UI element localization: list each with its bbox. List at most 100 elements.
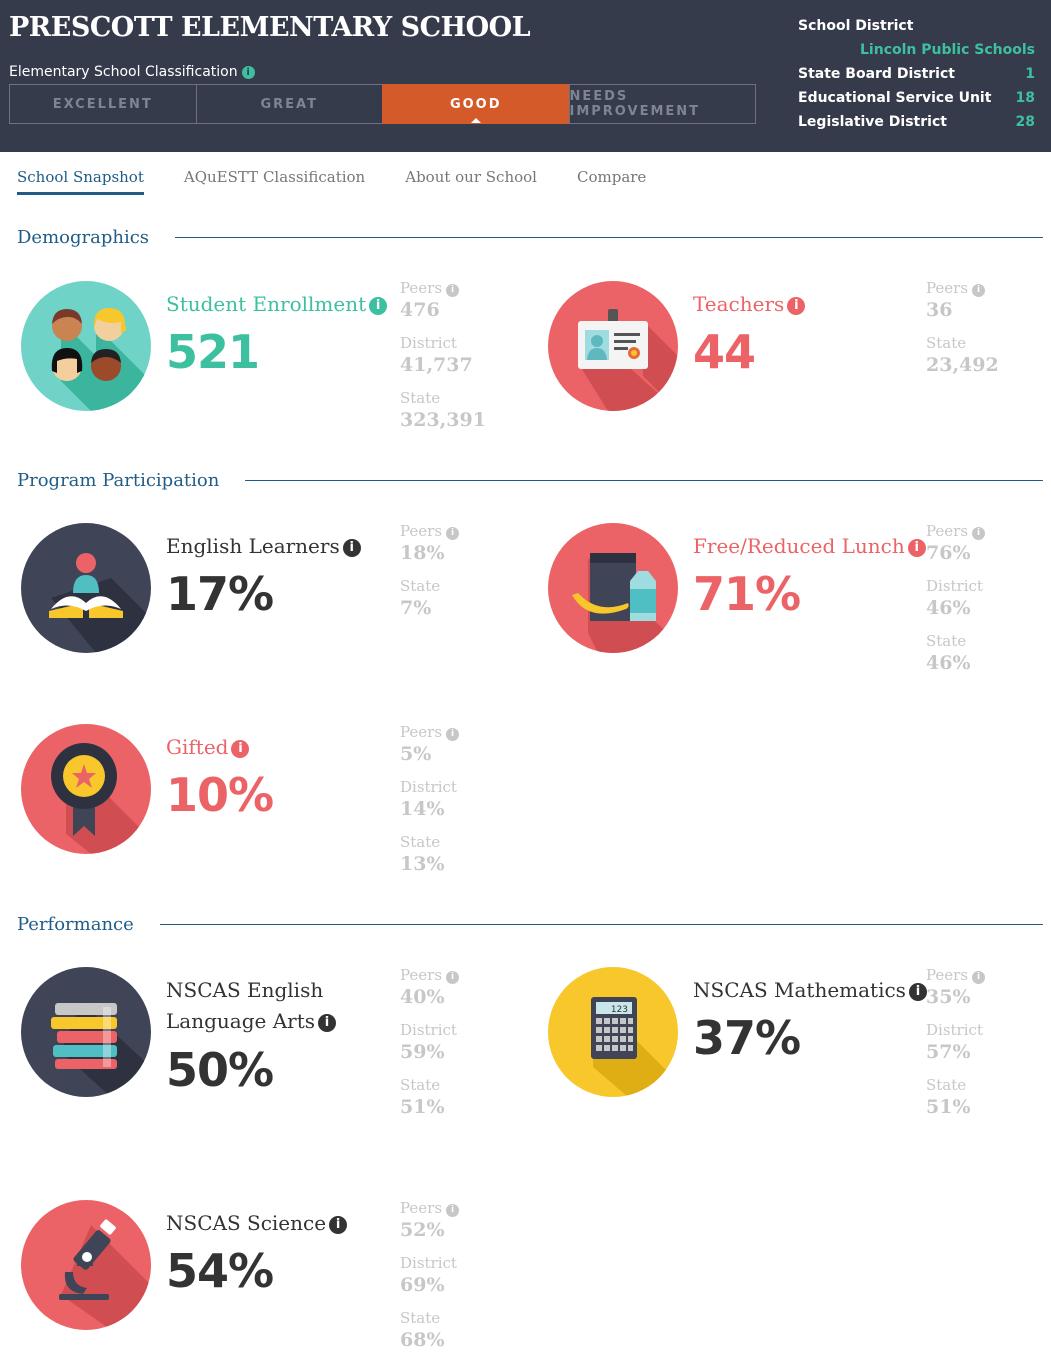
stat-value: 50% xyxy=(166,1043,274,1097)
stat-label: English Learners xyxy=(166,534,340,558)
stat-value: 521 xyxy=(166,325,260,379)
ela-comparisons: Peers i 40% District 59% State 51% xyxy=(400,965,460,1130)
tab-compare[interactable]: Compare xyxy=(576,168,647,186)
stat-value: 54% xyxy=(166,1244,274,1298)
info-icon[interactable]: i xyxy=(972,527,986,540)
legislative-value: 28 xyxy=(1015,114,1035,130)
school-district-link[interactable]: Lincoln Public Schools xyxy=(860,42,1035,58)
state-label: State xyxy=(400,833,441,851)
reading-book-icon xyxy=(21,523,151,653)
info-icon[interactable]: i xyxy=(908,983,927,1001)
state-label: State xyxy=(400,1076,441,1094)
info-icon[interactable]: i xyxy=(369,297,388,315)
district-value: 46% xyxy=(926,597,971,619)
state-label: State xyxy=(400,389,441,407)
info-icon[interactable]: i xyxy=(231,740,250,758)
science-comparisons: Peers i 52% District 69% State 68% xyxy=(400,1198,460,1363)
books-stack-icon xyxy=(21,967,151,1097)
state-value: 7% xyxy=(400,597,432,619)
stat-label: Free/Reduced Lunch xyxy=(693,534,905,558)
state-value: 68% xyxy=(400,1329,445,1351)
district-value: 59% xyxy=(400,1041,445,1063)
classification-bar: EXCELLENT GREAT GOOD NEEDS IMPROVEMENT xyxy=(9,84,756,124)
lunch-bag-icon xyxy=(548,523,678,653)
esu-label: Educational Service Unit xyxy=(798,90,992,106)
stat-value: 44 xyxy=(693,325,756,379)
stat-gifted: Gifted i 10% xyxy=(21,724,401,864)
district-label: District xyxy=(400,334,457,352)
lunch-comparisons: Peers i 76% District 46% State 46% xyxy=(926,521,986,686)
district-value: 41,737 xyxy=(400,354,473,376)
state-board-label: State Board District xyxy=(798,66,955,82)
district-label: District xyxy=(400,778,457,796)
info-icon[interactable]: i xyxy=(446,971,460,984)
english-learners-comparisons: Peers i 18% State 7% xyxy=(400,521,460,631)
info-icon[interactable]: i xyxy=(329,1216,348,1234)
peers-value: 35% xyxy=(926,986,971,1008)
district-value: 57% xyxy=(926,1041,971,1063)
stat-label-line1: NSCAS English xyxy=(166,978,324,1002)
classification-excellent: EXCELLENT xyxy=(9,84,197,124)
tab-aquestt-classification[interactable]: AQuESTT Classification xyxy=(183,168,366,186)
info-icon[interactable]: i xyxy=(972,284,986,297)
legislative-label: Legislative District xyxy=(798,114,947,130)
stat-nscas-mathematics: 123 NSCAS Mathematics i 37% xyxy=(548,967,928,1107)
peers-value: 18% xyxy=(400,542,445,564)
school-district-label: School District xyxy=(798,18,914,34)
district-info: School District Lincoln Public Schools S… xyxy=(798,14,1035,134)
info-icon[interactable]: i xyxy=(318,1014,336,1032)
esu-value: 18 xyxy=(1015,90,1035,106)
stat-nscas-science: NSCAS Science i 54% xyxy=(21,1200,401,1340)
info-icon[interactable]: i xyxy=(787,297,806,315)
district-value: 69% xyxy=(400,1274,445,1296)
info-icon[interactable]: i xyxy=(446,527,460,540)
stat-label: NSCAS Mathematics xyxy=(693,978,906,1002)
stat-value: 71% xyxy=(693,567,801,621)
school-title: PRESCOTT ELEMENTARY SCHOOL xyxy=(9,12,531,43)
tab-bar: School Snapshot AQuESTT Classification A… xyxy=(17,168,686,195)
peers-value: 36 xyxy=(926,299,953,321)
stat-value: 37% xyxy=(693,1011,801,1065)
state-value: 51% xyxy=(926,1096,971,1118)
info-icon[interactable]: i xyxy=(446,1204,460,1217)
classification-needs-improvement: NEEDS IMPROVEMENT xyxy=(568,84,756,124)
teachers-comparisons: Peers i 36 State 23,492 xyxy=(926,278,999,388)
peers-value: 76% xyxy=(926,542,971,564)
state-label: State xyxy=(926,632,967,650)
stat-label: Student Enrollment xyxy=(166,292,367,316)
tab-about-our-school[interactable]: About our School xyxy=(405,168,537,186)
enrollment-comparisons: Peers i 476 District 41,737 State 323,391 xyxy=(400,278,486,443)
state-label: State xyxy=(400,1309,441,1327)
info-icon[interactable]: i xyxy=(446,284,460,297)
section-performance: Performance xyxy=(17,914,1043,935)
tab-school-snapshot[interactable]: School Snapshot xyxy=(17,168,144,195)
district-value: 14% xyxy=(400,798,445,820)
peers-value: 40% xyxy=(400,986,445,1008)
math-comparisons: Peers i 35% District 57% State 51% xyxy=(926,965,986,1130)
peers-value: 476 xyxy=(400,299,440,321)
classification-good: GOOD xyxy=(382,84,570,124)
section-title: Program Participation xyxy=(17,470,220,491)
info-icon[interactable]: i xyxy=(907,539,926,557)
classification-label: Elementary School Classification i xyxy=(9,64,255,80)
stat-label: NSCAS Science xyxy=(166,1211,327,1235)
district-label: District xyxy=(926,1021,983,1039)
stat-english-learners: English Learners i 17% xyxy=(21,523,401,663)
classification-great: GREAT xyxy=(195,84,383,124)
section-title: Performance xyxy=(17,914,134,935)
info-icon[interactable]: i xyxy=(342,539,361,557)
stat-value: 17% xyxy=(166,567,274,621)
info-icon[interactable]: i xyxy=(446,728,460,741)
stat-teachers: Teachers i 44 xyxy=(548,281,928,421)
id-badge-icon xyxy=(548,281,678,411)
stat-free-reduced-lunch: Free/Reduced Lunch i 71% xyxy=(548,523,928,663)
stat-label: Gifted xyxy=(166,735,229,759)
info-icon[interactable]: i xyxy=(241,65,255,79)
stat-label: Teachers xyxy=(693,292,785,316)
stat-value: 10% xyxy=(166,768,274,822)
school-header: PRESCOTT ELEMENTARY SCHOOL Elementary Sc… xyxy=(0,0,1051,152)
state-label: State xyxy=(926,334,967,352)
state-value: 46% xyxy=(926,652,971,674)
stat-student-enrollment: Student Enrollment i 521 xyxy=(21,281,401,421)
info-icon[interactable]: i xyxy=(972,971,986,984)
